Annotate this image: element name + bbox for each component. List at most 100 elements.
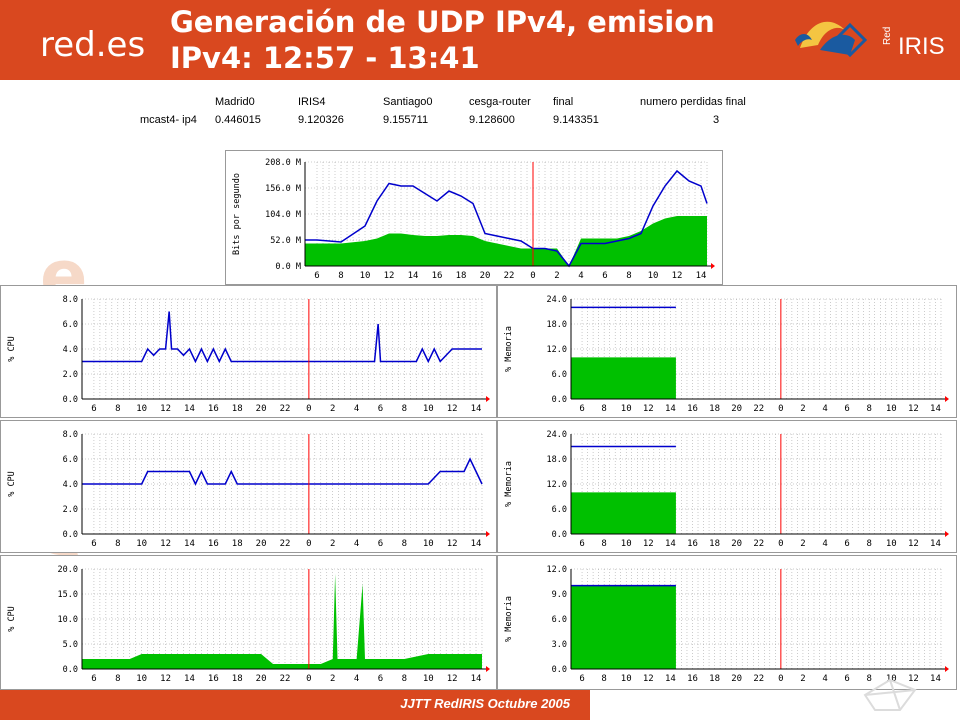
x-tick-label: 18 — [232, 404, 243, 414]
x-tick-label: 16 — [687, 404, 698, 414]
x-tick-label: 12 — [160, 674, 171, 684]
x-tick-label: 14 — [471, 539, 482, 549]
x-tick-label: 4 — [578, 271, 583, 281]
x-tick-label: 18 — [709, 404, 720, 414]
x-tick-label: 4 — [822, 674, 827, 684]
y-axis-label: % CPU — [7, 336, 17, 362]
x-tick-label: 6 — [579, 539, 584, 549]
memory-graph-3: 6 8 10 12 14 16 18 20 22 0 2 4 6 8 10 12 14 12.0 9.0 6.0 3.0… — [497, 555, 957, 690]
table-cell: 9.155711 — [383, 114, 429, 126]
y-tick-label: 52.0 M — [270, 236, 301, 246]
x-tick-label: 8 — [601, 404, 606, 414]
x-tick-label: 6 — [579, 674, 584, 684]
x-tick-label: 2 — [800, 539, 805, 549]
x-tick-label: 12 — [447, 404, 458, 414]
rediris-logo: Red IRIS — [795, 21, 945, 60]
y-tick-label: 3.0 — [552, 640, 567, 650]
x-tick-label: 0 — [778, 674, 783, 684]
x-tick-label: 14 — [471, 674, 482, 684]
x-tick-label: 14 — [184, 674, 195, 684]
series-area — [82, 574, 482, 669]
y-tick-label: 2.0 — [63, 505, 78, 515]
x-tick-label: 4 — [354, 404, 359, 414]
x-tick-label: 22 — [753, 539, 764, 549]
x-tick-label: 8 — [115, 539, 120, 549]
x-tick-label: 8 — [115, 404, 120, 414]
table-cell: 9.143351 — [553, 114, 599, 126]
y-tick-label: 15.0 — [58, 590, 78, 600]
x-tick-label: 14 — [471, 404, 482, 414]
axis-arrow-icon — [945, 666, 949, 672]
y-axis-label: % Memoria — [504, 596, 514, 642]
header-bar: red.es Generación de UDP IPv4, emision I… — [0, 0, 960, 80]
y-tick-label: 6.0 — [552, 615, 567, 625]
y-tick-label: 0.0 — [63, 395, 78, 405]
axis-arrow-icon — [486, 396, 490, 402]
series-area — [571, 492, 676, 534]
y-tick-label: 12.0 — [547, 480, 567, 490]
memory-graph-2: 6 8 10 12 14 16 18 20 22 0 2 4 6 8 10 12 14 24.0 18.0 12.0 6… — [497, 420, 957, 553]
x-tick-label: 6 — [844, 674, 849, 684]
title-line-2: IPv4: 12:57 - 13:41 — [170, 41, 480, 75]
traffic-graph: 6 8 10 12 14 16 18 20 22 0 2 4 6 8 10 12 14 208.0 M 156.0 … — [225, 150, 723, 285]
x-tick-label: 16 — [687, 539, 698, 549]
red-es-logo: red.es — [40, 22, 170, 68]
x-tick-label: 20 — [731, 674, 742, 684]
table-header: final — [553, 96, 574, 108]
slide-title: Generación de UDP IPv4, emision IPv4: 12… — [170, 4, 780, 76]
x-tick-label: 20 — [731, 404, 742, 414]
x-tick-label: 12 — [447, 539, 458, 549]
x-tick-label: 6 — [844, 539, 849, 549]
y-tick-label: 20.0 — [58, 565, 78, 575]
x-tick-label: 18 — [709, 539, 720, 549]
y-tick-label: 0.0 — [552, 530, 567, 540]
axis-arrow-icon — [945, 396, 949, 402]
x-tick-label: 10 — [136, 539, 147, 549]
x-tick-label: 16 — [208, 674, 219, 684]
series-area — [305, 216, 707, 266]
x-tick-label: 14 — [696, 271, 707, 281]
title-line-1: Generación de UDP IPv4, emision — [170, 5, 715, 39]
x-tick-label: 6 — [378, 404, 383, 414]
table-header: cesga-router — [469, 96, 531, 108]
x-tick-label: 14 — [665, 539, 676, 549]
x-tick-label: 14 — [930, 539, 941, 549]
x-tick-label: 2 — [330, 404, 335, 414]
x-tick-label: 10 — [621, 539, 632, 549]
x-tick-label: 6 — [844, 404, 849, 414]
y-axis-label: Bits por segundo — [232, 173, 242, 255]
x-tick-label: 0 — [306, 674, 311, 684]
table-header: numero perdidas final — [640, 96, 746, 108]
x-tick-label: 2 — [330, 674, 335, 684]
x-tick-label: 0 — [306, 539, 311, 549]
x-tick-label: 22 — [280, 539, 291, 549]
x-tick-label: 22 — [280, 674, 291, 684]
x-tick-label: 6 — [378, 674, 383, 684]
x-tick-label: 10 — [136, 674, 147, 684]
y-tick-label: 6.0 — [552, 505, 567, 515]
network-decoration-icon — [863, 678, 917, 711]
x-tick-label: 12 — [643, 404, 654, 414]
y-tick-label: 5.0 — [63, 640, 78, 650]
series-area — [571, 357, 676, 399]
cpu-graph-1: 6 8 10 12 14 16 18 20 22 0 2 4 6 8 10 12 14 8.0 6.0 4.0 2.0 0… — [0, 285, 497, 418]
x-tick-label: 14 — [184, 539, 195, 549]
x-tick-label: 20 — [256, 539, 267, 549]
y-tick-label: 24.0 — [547, 295, 567, 305]
x-tick-label: 10 — [886, 404, 897, 414]
y-tick-label: 8.0 — [63, 295, 78, 305]
x-tick-label: 14 — [184, 404, 195, 414]
x-tick-label: 0 — [306, 404, 311, 414]
rediris-swirl-icon — [795, 21, 868, 58]
x-tick-label: 18 — [709, 674, 720, 684]
x-tick-label: 6 — [91, 404, 96, 414]
series-line — [305, 169, 708, 268]
memory-graph-1: 6 8 10 12 14 16 18 20 22 0 2 4 6 8 10 12 14 24.0 18.0 12.0 6… — [497, 285, 957, 418]
x-tick-label: 6 — [91, 539, 96, 549]
x-tick-label: 10 — [886, 674, 897, 684]
table-header: Santiago0 — [383, 96, 433, 108]
x-tick-label: 10 — [648, 271, 659, 281]
x-tick-label: 22 — [753, 674, 764, 684]
x-tick-label: 6 — [579, 404, 584, 414]
y-axis-label: % CPU — [7, 471, 17, 497]
